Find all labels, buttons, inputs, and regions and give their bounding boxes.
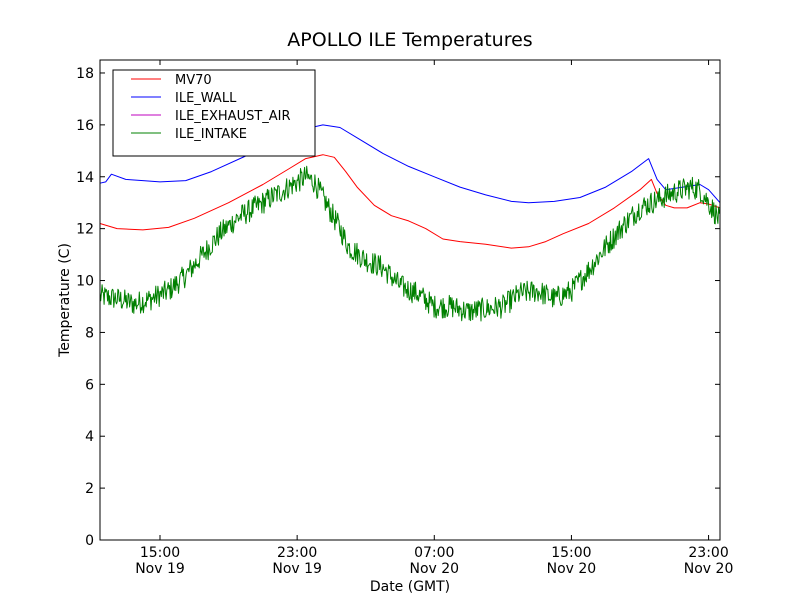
y-tick-label: 2	[85, 481, 94, 497]
x-tick-label-time: 23:00	[277, 545, 317, 561]
x-tick-label-date: Nov 19	[135, 561, 185, 577]
x-tick-label-time: 15:00	[140, 545, 180, 561]
y-tick-label: 6	[85, 377, 94, 393]
series-line-ile-intake	[99, 165, 721, 322]
y-tick-label: 0	[85, 533, 94, 549]
chart-title: APOLLO ILE Temperatures	[287, 29, 532, 51]
x-tick-label-date: Nov 20	[547, 561, 597, 577]
y-axis-ticks: 0 2 4 6 8 10 12 14 16 18	[76, 66, 720, 549]
legend: MV70 ILE_WALL ILE_EXHAUST_AIR ILE_INTAKE	[112, 69, 316, 157]
legend-label: ILE_INTAKE	[175, 127, 247, 142]
y-tick-label: 4	[85, 429, 94, 445]
y-axis-label: Temperature (C)	[57, 243, 73, 358]
plot-frame	[99, 59, 721, 541]
x-tick-label-date: Nov 20	[684, 561, 734, 577]
y-tick-label: 18	[76, 66, 94, 82]
x-axis-label: Date (GMT)	[370, 579, 450, 595]
series-line-mv70	[99, 154, 721, 249]
x-tick-label-time: 23:00	[688, 545, 728, 561]
x-tick-label-time: 07:00	[414, 545, 454, 561]
legend-label: ILE_WALL	[175, 91, 237, 106]
y-tick-label: 12	[76, 222, 94, 238]
x-tick-label-time: 15:00	[551, 545, 591, 561]
y-tick-label: 14	[76, 170, 94, 186]
legend-label: MV70	[175, 73, 212, 88]
legend-box	[112, 69, 316, 157]
series-layer	[99, 124, 721, 322]
y-tick-label: 10	[76, 274, 94, 290]
x-tick-label-date: Nov 19	[272, 561, 322, 577]
y-tick-label: 8	[85, 325, 94, 341]
y-tick-label: 16	[76, 118, 94, 134]
x-tick-label-date: Nov 20	[409, 561, 459, 577]
legend-label: ILE_EXHAUST_AIR	[175, 109, 291, 124]
series-line-ile-wall	[99, 124, 721, 204]
